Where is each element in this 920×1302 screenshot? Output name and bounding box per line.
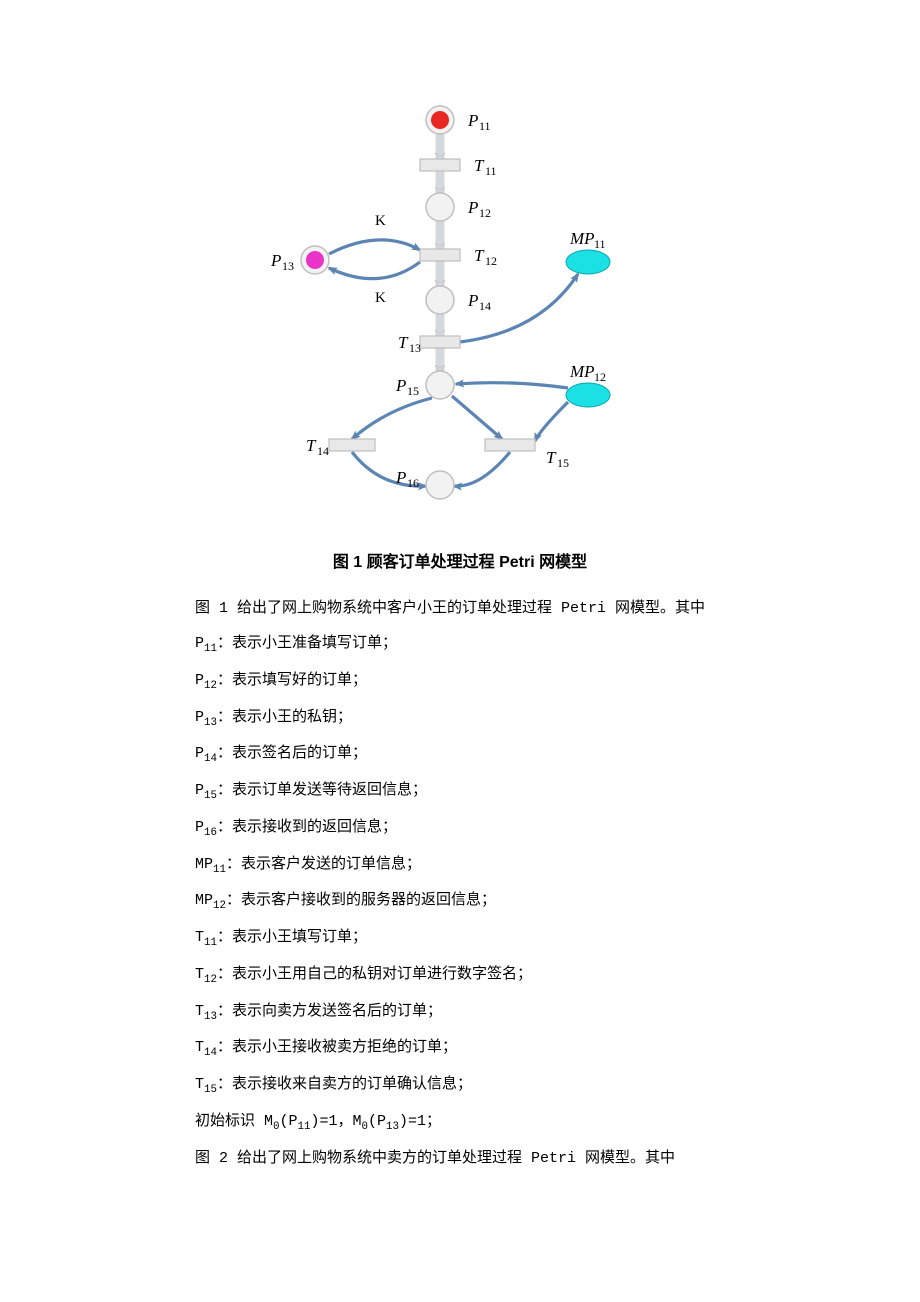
figure-caption: 图 1 顾客订单处理过程 Petri 网模型 <box>0 548 920 572</box>
definition-item: T13：表示向卖方发送签名后的订单； <box>195 995 725 1030</box>
svg-text:K: K <box>375 290 386 306</box>
svg-text:P: P <box>467 291 478 310</box>
svg-text:16: 16 <box>407 476 419 490</box>
petri-net-diagram: KKP11P12P13P14P15P16MP11MP12T11T12T13T14… <box>0 90 920 540</box>
svg-text:15: 15 <box>407 384 419 398</box>
definition-item: P15：表示订单发送等待返回信息； <box>195 774 725 809</box>
svg-text:12: 12 <box>485 254 497 268</box>
initial-marking: 初始标识 M0(P11)=1，M0(P13)=1； <box>195 1105 725 1140</box>
definition-item: P16：表示接收到的返回信息； <box>195 811 725 846</box>
petri-svg: KKP11P12P13P14P15P16MP11MP12T11T12T13T14… <box>180 90 740 520</box>
definition-item: P11：表示小王准备填写订单； <box>195 627 725 662</box>
definitions-list: P11：表示小王准备填写订单；P12：表示填写好的订单；P13：表示小王的私钥；… <box>195 627 725 1103</box>
svg-text:K: K <box>375 213 386 229</box>
definition-item: P13：表示小王的私钥； <box>195 701 725 736</box>
outro-paragraph: 图 2 给出了网上购物系统中卖方的订单处理过程 Petri 网模型。其中 <box>195 1142 725 1175</box>
intro-paragraph: 图 1 给出了网上购物系统中客户小王的订单处理过程 Petri 网模型。其中 <box>195 592 725 625</box>
svg-text:14: 14 <box>479 299 491 313</box>
svg-text:12: 12 <box>479 206 491 220</box>
svg-text:13: 13 <box>409 341 421 355</box>
svg-text:P: P <box>467 111 478 130</box>
definition-item: MP12：表示客户接收到的服务器的返回信息； <box>195 884 725 919</box>
svg-text:P: P <box>467 198 478 217</box>
definition-item: P12：表示填写好的订单； <box>195 664 725 699</box>
svg-text:12: 12 <box>594 370 606 384</box>
svg-text:T: T <box>546 448 557 467</box>
definition-item: T12：表示小王用自己的私钥对订单进行数字签名； <box>195 958 725 993</box>
svg-text:P: P <box>270 251 281 270</box>
definition-item: T15：表示接收来自卖方的订单确认信息； <box>195 1068 725 1103</box>
definition-item: P14：表示签名后的订单； <box>195 737 725 772</box>
svg-text:11: 11 <box>594 237 606 251</box>
svg-text:P: P <box>395 468 406 487</box>
svg-text:T: T <box>474 246 485 265</box>
definition-item: T11：表示小王填写订单； <box>195 921 725 956</box>
svg-text:T: T <box>398 333 409 352</box>
svg-text:T: T <box>306 436 317 455</box>
svg-text:15: 15 <box>557 456 569 470</box>
svg-text:13: 13 <box>282 259 294 273</box>
body-text: 图 1 给出了网上购物系统中客户小王的订单处理过程 Petri 网模型。其中 P… <box>0 592 920 1175</box>
svg-text:11: 11 <box>485 164 497 178</box>
svg-text:P: P <box>395 376 406 395</box>
svg-text:MP: MP <box>569 229 595 248</box>
svg-text:T: T <box>474 156 485 175</box>
definition-item: T14：表示小王接收被卖方拒绝的订单； <box>195 1031 725 1066</box>
svg-text:14: 14 <box>317 444 329 458</box>
svg-text:MP: MP <box>569 362 595 381</box>
definition-item: MP11：表示客户发送的订单信息； <box>195 848 725 883</box>
svg-text:11: 11 <box>479 119 491 133</box>
